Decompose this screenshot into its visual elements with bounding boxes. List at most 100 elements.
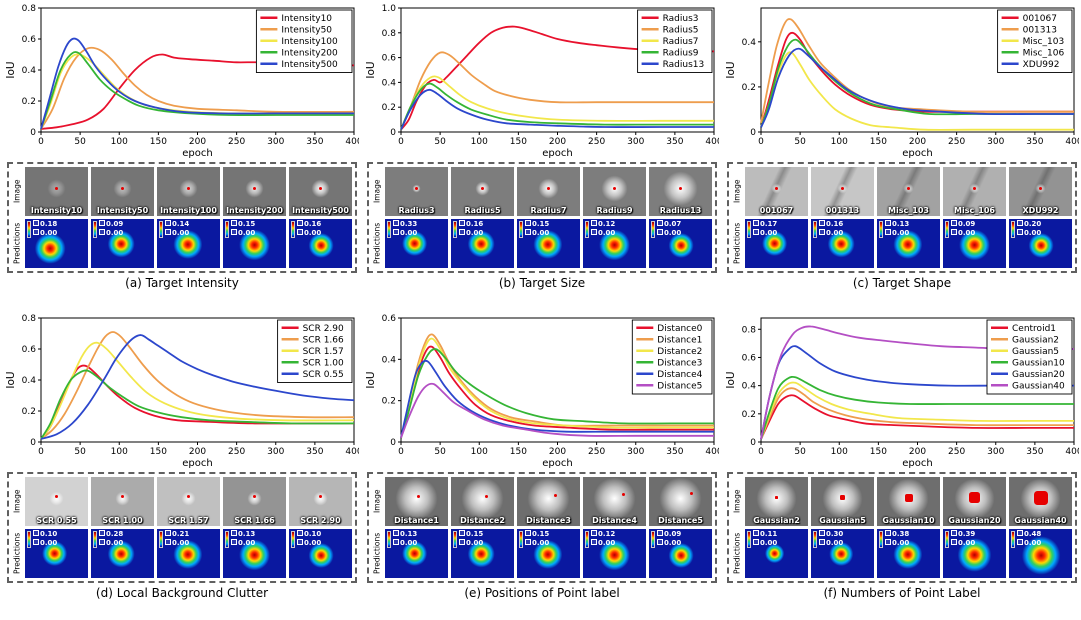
pred-max-value: 0.20 — [1017, 220, 1041, 229]
x-tick-label: 50 — [74, 447, 86, 457]
pred-max-value: 0.15 — [231, 220, 255, 229]
panel-caption-a: (a) Target Intensity — [125, 276, 239, 290]
x-axis-label: epoch — [542, 458, 572, 469]
example-image-label: Radius13 — [659, 206, 702, 215]
x-tick-label: 100 — [831, 137, 848, 147]
colorbar-values: 0.09 0.00 — [951, 220, 975, 238]
colorbar — [1011, 531, 1015, 548]
pred-min-value: 0.00 — [753, 229, 777, 238]
y-tick-label: 0.6 — [22, 35, 37, 45]
iou-epoch-chart-f: 0 50 100 150 200 250 300 350 400 epoch 0 0.2 0.4 0.6 0… — [725, 317, 1079, 469]
x-tick-label: 150 — [150, 447, 167, 457]
y-tick-label: 0 — [750, 128, 756, 138]
colorbar — [225, 221, 229, 238]
prediction-heatmap: 0.15 0.00 — [517, 529, 580, 578]
colorbar — [585, 221, 589, 238]
series-line-distance4 — [400, 359, 714, 439]
x-tick-label: 0 — [398, 447, 404, 457]
series-line-intensity50 — [40, 46, 355, 130]
target-point-marker — [121, 495, 124, 499]
colorbar-values: 0.15 0.00 — [459, 530, 483, 548]
iou-epoch-chart-a: 0 50 100 150 200 250 300 350 400 epoch 0 0.2 0.4 0.6 0… — [5, 4, 359, 159]
colorbar — [387, 531, 391, 548]
x-tick-label: 100 — [831, 447, 848, 457]
y-tick-label: 0 — [390, 128, 396, 138]
example-image: Gaussian5 — [811, 477, 874, 526]
pred-max-value: 0.12 — [591, 530, 615, 539]
example-image: Radius5 — [451, 167, 514, 216]
x-tick-label: 50 — [794, 447, 806, 457]
example-image: Intensity10 — [25, 167, 88, 216]
example-image: Intensity500 — [289, 167, 352, 216]
x-tick-label: 250 — [228, 447, 245, 457]
target-point-marker — [679, 187, 682, 191]
prediction-heatmap: 0.09 0.00 — [943, 219, 1006, 268]
legend-label: Intensity100 — [281, 37, 338, 47]
prediction-heatmap: 0.21 0.00 — [157, 529, 220, 578]
colorbar — [27, 531, 31, 548]
pred-max-value: 0.30 — [819, 530, 843, 539]
x-tick-label: 50 — [74, 137, 86, 147]
target-point-marker — [187, 495, 190, 499]
x-tick-label: 0 — [758, 137, 764, 147]
x-tick-label: 150 — [510, 137, 527, 147]
prediction-heatmap: 0.38 0.00 — [877, 529, 940, 578]
pred-min-value: 0.00 — [591, 539, 615, 548]
target-point-marker — [55, 495, 58, 499]
x-tick-label: 200 — [909, 137, 926, 147]
y-tick-label: 0.2 — [382, 397, 396, 407]
y-tick-label: 0.8 — [742, 325, 757, 335]
example-image: Intensity50 — [91, 167, 154, 216]
colorbar-values: 0.14 0.00 — [165, 220, 189, 238]
example-image: 001313 — [811, 167, 874, 216]
pred-max-value: 0.12 — [591, 220, 615, 229]
prediction-heatmap: 0.13 0.00 — [877, 219, 940, 268]
x-tick-label: 250 — [228, 137, 245, 147]
pred-min-value: 0.00 — [297, 539, 321, 548]
series-line-intensity500 — [40, 37, 354, 130]
x-tick-label: 250 — [588, 447, 605, 457]
series-line-distance3 — [400, 348, 714, 439]
target-point-marker — [1039, 187, 1042, 191]
series-line-radius5 — [400, 51, 714, 130]
iou-epoch-chart-d: 0 50 100 150 200 250 300 350 400 epoch 0 0.2 0.4 0.6 0… — [5, 314, 359, 469]
predictions-row: Predictions 0.33 0.00 0.16 0.00 0.15 0.00 0.12 0… — [372, 219, 712, 268]
legend-label: Radius9 — [663, 48, 699, 58]
y-tick-label: 0 — [30, 438, 36, 448]
colorbar — [93, 531, 97, 548]
legend-label: Misc_106 — [1023, 48, 1065, 58]
x-tick-label: 50 — [434, 137, 446, 147]
target-point-marker — [973, 187, 976, 191]
y-tick-label: 0.6 — [22, 345, 37, 355]
colorbar-values: 0.10 0.00 — [33, 530, 57, 548]
image-row: Image 001067 001313 Misc_103 Misc_106 XDU992 — [732, 167, 1072, 216]
colorbar-values: 0.13 0.00 — [885, 220, 909, 238]
example-image-label: Radius3 — [398, 206, 435, 215]
pred-min-value: 0.00 — [165, 229, 189, 238]
colorbar — [519, 531, 523, 548]
colorbar — [585, 531, 589, 548]
x-tick-label: 350 — [666, 137, 683, 147]
colorbar-values: 0.16 0.00 — [297, 220, 321, 238]
y-axis-label: IoU — [725, 371, 737, 388]
series-line-intensity200 — [40, 51, 354, 130]
pred-min-value: 0.00 — [1017, 229, 1041, 238]
pred-min-value: 0.00 — [459, 539, 483, 548]
x-tick-label: 150 — [150, 137, 167, 147]
colorbar — [93, 221, 97, 238]
colorbar-values: 0.28 0.00 — [99, 530, 123, 548]
pred-min-value: 0.00 — [33, 229, 57, 238]
legend-label: SCR 2.90 — [303, 324, 344, 334]
x-tick-label: 250 — [588, 137, 605, 147]
target-point-marker — [415, 187, 418, 191]
colorbar — [747, 221, 751, 238]
pred-max-value: 0.10 — [297, 530, 321, 539]
example-image: Distance4 — [583, 477, 646, 526]
examples-box-b: Image Radius3 Radius5 Radius7 Radius9 Radius1… — [367, 162, 717, 273]
example-image-label: SCR 0.55 — [36, 516, 77, 525]
series-line-misc-103 — [760, 51, 1074, 131]
example-image-label: SCR 1.57 — [168, 516, 209, 525]
y-tick-label: 0 — [750, 438, 756, 448]
prediction-heatmap: 0.15 0.00 — [451, 529, 514, 578]
legend-box — [986, 319, 1073, 395]
